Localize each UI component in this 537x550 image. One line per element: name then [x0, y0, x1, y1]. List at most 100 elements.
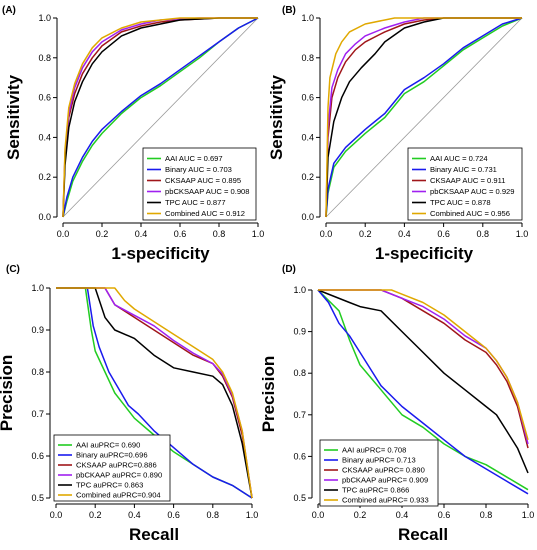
- panel-label: (B): [282, 5, 296, 16]
- series-line-combined: [318, 289, 529, 441]
- legend-box: [319, 439, 439, 507]
- series-line-cksaap: [318, 289, 529, 449]
- series-line-combined: [325, 17, 522, 218]
- y-tick-label: 1.0: [38, 13, 51, 23]
- x-tick-label: 0.2: [89, 510, 102, 520]
- y-tick-label: 0.7: [293, 410, 306, 420]
- axes: 0.0 0.2 0.4 0.6 0.8 1.0 0.0 0.2 0.4 0.6 0.8 1.0: [301, 13, 528, 239]
- legend-box: [407, 147, 523, 221]
- x-tick-label: 0.2: [96, 229, 109, 239]
- x-tick-label: 1.0: [516, 229, 529, 239]
- legend-entry-tpc: TPC auPRC= 0.863: [76, 481, 143, 490]
- x-tick-label: 0.4: [396, 510, 409, 520]
- series-line-combined: [56, 287, 253, 499]
- y-tick-label: 0.2: [38, 172, 51, 182]
- y-axis-label: Precision: [259, 356, 278, 433]
- series-line-tpc: [62, 17, 258, 218]
- legend-entry-cksaap: CKSAAP AUC = 0.911: [430, 176, 506, 185]
- x-tick-label: 0.8: [207, 510, 220, 520]
- x-tick-label: 0.6: [437, 229, 450, 239]
- y-tick-label: 0.4: [38, 132, 51, 142]
- legend: AAI AUC = 0.697 Binary AUC = 0.703 CKSAAP …: [142, 147, 257, 221]
- x-axis-label: Recall: [398, 525, 448, 544]
- legend-entry-tpc: TPC AUC = 0.878: [430, 198, 491, 207]
- series-line-tpc: [317, 289, 529, 474]
- x-tick-label: 0.8: [213, 229, 226, 239]
- y-tick-label: 0.8: [38, 53, 51, 63]
- legend-entry-pbcksaap: pbCKSAAP AUC = 0.929: [430, 187, 515, 196]
- series-line-binary: [62, 17, 259, 218]
- series-line-binary: [317, 289, 529, 495]
- legend-box: [142, 147, 257, 221]
- legend-entry-cksaap: CKSAAP auPRC= 0.890: [342, 466, 425, 475]
- x-tick-label: 0.2: [359, 229, 372, 239]
- legend-entry-combined: Combined auPRC=0.904: [76, 491, 161, 500]
- panel-label: (D): [282, 264, 296, 275]
- legend-entry-aai: AAI AUC = 0.697: [165, 154, 223, 163]
- y-tick-label: 1.0: [293, 285, 306, 295]
- y-tick-label: 1.0: [301, 13, 314, 23]
- x-tick-label: 0.8: [480, 510, 493, 520]
- x-tick-label: 1.0: [246, 510, 259, 520]
- legend-entry-combined: Combined AUC = 0.956: [430, 209, 510, 218]
- legend-entry-pbcksaap: pbCKSAAP AUC = 0.908: [165, 187, 250, 196]
- y-axis-label: Sensitivity: [4, 74, 23, 160]
- diagonal-line: [62, 17, 259, 218]
- panel-c: (C) 0.0 0.2 0.4 0.6 0.8 1.0 0.5 0.6 0.7 0.8 0.9 1.0 R…: [0, 264, 258, 544]
- legend: AAI AUC = 0.724 Binary AUC = 0.731 CKSAAP …: [407, 147, 523, 221]
- panel-a: (A) 0.0 0.2 0.4 0.6 0.8 1.0 0.0 0.2 0.4 0.6 0.8 1.0 1…: [2, 5, 264, 263]
- legend-entry-binary: Binary AUC = 0.703: [165, 165, 232, 174]
- x-tick-label: 0.6: [438, 510, 451, 520]
- legend-entry-aai: AAI auPRC= 0.708: [342, 446, 406, 455]
- y-tick-label: 0.8: [31, 367, 44, 377]
- y-tick-label: 0.6: [293, 451, 306, 461]
- y-tick-label: 0.0: [301, 212, 314, 222]
- y-axis-label: Precision: [0, 355, 16, 432]
- legend-entry-cksaap: CKSAAP AUC = 0.895: [165, 176, 241, 185]
- legend-entry-tpc: TPC AUC = 0.877: [165, 198, 226, 207]
- series-line-pbcksaap: [325, 17, 522, 218]
- legend-entry-cksaap: CKSAAP auPRC=0.886: [76, 461, 157, 470]
- x-tick-label: 0.0: [320, 229, 333, 239]
- series-line-aai: [317, 289, 529, 491]
- y-tick-label: 0.5: [31, 493, 44, 503]
- x-axis-label: 1-specificity: [111, 244, 210, 263]
- x-tick-label: 0.0: [50, 510, 63, 520]
- legend-entry-aai: AAI auPRC= 0.690: [76, 441, 140, 450]
- legend-entry-binary: Binary AUC = 0.731: [430, 165, 497, 174]
- y-tick-label: 0.4: [301, 132, 314, 142]
- legend-entry-combined: Combined auPRC= 0.933: [342, 496, 429, 505]
- y-tick-label: 1.0: [31, 283, 44, 293]
- x-tick-label: 0.2: [354, 510, 367, 520]
- series-line-tpc: [56, 287, 253, 499]
- y-tick-label: 0.6: [38, 93, 51, 103]
- series-line-cksaap: [325, 17, 522, 218]
- panel-b: (B) 0.0 0.2 0.4 0.6 0.8 1.0 0.0 0.2 0.4 0.6 0.8 1.0 1…: [267, 5, 528, 263]
- x-tick-label: 0.6: [167, 510, 180, 520]
- legend-entry-binary: Binary auPRC=0.696: [76, 451, 148, 460]
- legend-entry-pbcksaap: pbCKAAP auPRC= 0.909: [342, 476, 428, 485]
- y-tick-label: 0.6: [301, 93, 314, 103]
- series-line-tpc: [325, 17, 522, 218]
- y-tick-label: 0.2: [301, 172, 314, 182]
- x-tick-label: 0.0: [312, 510, 325, 520]
- series-line-combined: [62, 17, 258, 218]
- legend-entry-binary: Binary auPRC= 0.713: [342, 456, 416, 465]
- axes: 0.0 0.2 0.4 0.6 0.8 1.0 0.5 0.6 0.7 0.8 0.9 1.0: [31, 283, 258, 520]
- legend-entry-pbcksaap: pbCKAAP auPRC= 0.890: [76, 471, 162, 480]
- y-tick-label: 0.5: [293, 493, 306, 503]
- axes: 0.0 0.2 0.4 0.6 0.8 1.0 0.0 0.2 0.4 0.6 0.8 1.0: [38, 13, 264, 239]
- series-line-binary: [56, 287, 253, 499]
- x-axis-label: 1-specificity: [375, 244, 474, 263]
- x-tick-label: 0.4: [398, 229, 411, 239]
- series-line-binary: [325, 17, 523, 218]
- x-tick-label: 0.8: [477, 229, 490, 239]
- x-tick-label: 0.4: [128, 510, 141, 520]
- y-tick-label: 0.8: [301, 53, 314, 63]
- legend-entry-combined: Combined AUC = 0.912: [165, 209, 245, 218]
- legend-entry-aai: AAI AUC = 0.724: [430, 154, 488, 163]
- y-tick-label: 0.8: [293, 368, 306, 378]
- series-line-aai: [325, 17, 523, 218]
